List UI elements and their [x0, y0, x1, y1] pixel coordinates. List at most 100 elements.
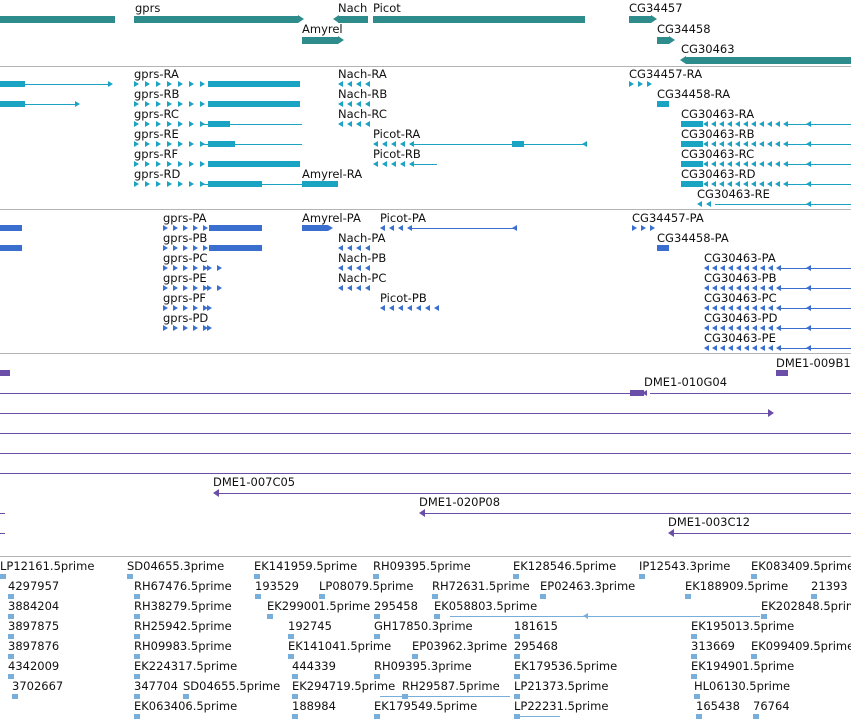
clone-label-dme1-010g04[interactable]: DME1-010G04: [644, 375, 728, 389]
transcript-exon[interactable]: [681, 161, 703, 167]
est-label-rh29587-5prime[interactable]: RH29587.5prime: [402, 679, 500, 693]
gene-bar-cg34458[interactable]: [657, 37, 669, 44]
est-feature[interactable]: [374, 634, 380, 639]
protein-label-cg34458-pa[interactable]: CG34458-PA: [657, 231, 729, 245]
est-feature[interactable]: [514, 654, 520, 659]
est-line[interactable]: [450, 616, 760, 617]
gene-bar-cg30463[interactable]: [686, 57, 851, 64]
est-label-ep03962-3prime[interactable]: EP03962.3prime: [412, 639, 508, 653]
protein-exon[interactable]: [657, 245, 669, 251]
gene-bar-cg34457[interactable]: [629, 16, 651, 23]
est-feature[interactable]: [319, 594, 325, 599]
gene-bar-left[interactable]: [0, 16, 115, 23]
est-feature[interactable]: [288, 654, 294, 659]
protein-intron-line[interactable]: [410, 228, 515, 229]
est-feature[interactable]: [292, 674, 298, 679]
transcript-label-picot-rb[interactable]: Picot-RB: [373, 147, 421, 161]
est-feature[interactable]: [639, 574, 645, 579]
protein-label-nach-pb[interactable]: Nach-PB: [338, 251, 387, 265]
est-label-rh38279-5prime[interactable]: RH38279.5prime: [134, 599, 232, 613]
transcript-exon[interactable]: [302, 181, 338, 187]
transcript-intron-line[interactable]: [200, 124, 302, 125]
protein-label-amyrel-pa[interactable]: Amyrel-PA: [302, 211, 361, 225]
clone-label-dme1-020p08[interactable]: DME1-020P08: [419, 495, 501, 509]
est-feature[interactable]: [811, 594, 817, 599]
est-label-295458[interactable]: 295458: [374, 599, 418, 613]
est-feature[interactable]: [8, 654, 14, 659]
est-feature[interactable]: [412, 654, 418, 659]
est-label-gh17850-3prime[interactable]: GH17850.3prime: [374, 619, 473, 633]
est-feature[interactable]: [8, 674, 14, 679]
transcript-exon[interactable]: [657, 101, 669, 107]
est-label-193529[interactable]: 193529: [255, 579, 299, 593]
est-label-76764[interactable]: 76764: [753, 699, 790, 713]
transcript-intron-line[interactable]: [410, 164, 437, 165]
clone-line[interactable]: [219, 493, 851, 494]
protein-label-cg30463-pd[interactable]: CG30463-PD: [704, 311, 778, 325]
gene-label-gprs[interactable]: gprs: [135, 1, 161, 15]
est-label-rh09395-3prime[interactable]: RH09395.3prime: [374, 659, 472, 673]
est-feature[interactable]: [134, 674, 140, 679]
transcript-label-cg34458-ra[interactable]: CG34458-RA: [657, 87, 731, 101]
transcript-intron-line[interactable]: [200, 184, 302, 185]
est-label-ek224317-5prime[interactable]: EK224317.5prime: [134, 659, 238, 673]
est-feature[interactable]: [373, 574, 379, 579]
transcript-intron-line[interactable]: [785, 124, 851, 125]
protein-exon[interactable]: [0, 245, 22, 251]
est-feature[interactable]: [691, 634, 697, 639]
est-feature[interactable]: [0, 574, 6, 579]
transcript-intron-line[interactable]: [410, 144, 585, 145]
clone-line[interactable]: [650, 393, 851, 394]
clone-line[interactable]: [674, 533, 851, 534]
est-label-ek299001-5prime[interactable]: EK299001.5prime: [267, 599, 371, 613]
est-label-ek083409-5prime[interactable]: EK083409.5prime: [751, 559, 851, 573]
protein-label-gprs-pc[interactable]: gprs-PC: [163, 251, 208, 265]
est-feature[interactable]: [292, 694, 298, 699]
protein-label-gprs-pd[interactable]: gprs-PD: [163, 311, 209, 325]
est-label-sd04655-5prime[interactable]: SD04655.5prime: [183, 679, 281, 693]
est-feature[interactable]: [183, 694, 189, 699]
clone-line[interactable]: [0, 433, 851, 434]
est-label-192745[interactable]: 192745: [288, 619, 332, 633]
est-label-ek202848-5prime[interactable]: EK202848.5prime: [761, 599, 851, 613]
transcript-label-gprs-ra[interactable]: gprs-RA: [134, 67, 179, 81]
est-feature[interactable]: [514, 674, 520, 679]
protein-label-gprs-pe[interactable]: gprs-PE: [163, 271, 207, 285]
est-label-4297957[interactable]: 4297957: [8, 579, 60, 593]
gene-label-picot[interactable]: Picot: [373, 1, 401, 15]
est-label-21393[interactable]: 21393: [811, 579, 848, 593]
transcript-intron-line[interactable]: [25, 84, 110, 85]
protein-label-cg34457-pa[interactable]: CG34457-PA: [632, 211, 704, 225]
est-label-3702667[interactable]: 3702667: [12, 679, 64, 693]
transcript-exon[interactable]: [0, 101, 25, 107]
gene-label-amyrel[interactable]: Amyrel: [302, 22, 343, 36]
clone-end[interactable]: [630, 390, 644, 396]
est-feature[interactable]: [513, 574, 519, 579]
est-feature[interactable]: [694, 694, 700, 699]
transcript-label-cg30463-ra[interactable]: CG30463-RA: [681, 107, 755, 121]
transcript-label-cg30463-rb[interactable]: CG30463-RB: [681, 127, 755, 141]
protein-exon[interactable]: [302, 225, 328, 231]
transcript-exon[interactable]: [681, 141, 703, 147]
est-label-4342009[interactable]: 4342009: [8, 659, 60, 673]
est-label-181615[interactable]: 181615: [514, 619, 558, 633]
est-label-ek179536-5prime[interactable]: EK179536.5prime: [514, 659, 618, 673]
est-feature[interactable]: [761, 614, 767, 619]
transcript-label-nach-rb[interactable]: Nach-RB: [338, 87, 388, 101]
est-feature[interactable]: [696, 714, 702, 719]
est-label-313669[interactable]: 313669: [691, 639, 735, 653]
est-feature[interactable]: [288, 634, 294, 639]
est-label-ek141041-5prime[interactable]: EK141041.5prime: [288, 639, 392, 653]
transcript-label-gprs-rb[interactable]: gprs-RB: [134, 87, 180, 101]
protein-intron-line[interactable]: [780, 308, 851, 309]
transcript-exon[interactable]: [208, 101, 300, 107]
est-feature[interactable]: [374, 674, 380, 679]
transcript-label-cg30463-re[interactable]: CG30463-RE: [697, 187, 770, 201]
transcript-exon[interactable]: [208, 161, 300, 167]
est-label-lp22231-5prime[interactable]: LP22231.5prime: [514, 699, 609, 713]
transcript-label-amyrel-ra[interactable]: Amyrel-RA: [302, 167, 363, 181]
est-label-ek195013-5prime[interactable]: EK195013.5prime: [691, 619, 795, 633]
transcript-exon[interactable]: [512, 141, 524, 147]
gene-label-cg34457[interactable]: CG34457: [629, 1, 683, 15]
est-label-ek141959-5prime[interactable]: EK141959.5prime: [254, 559, 358, 573]
